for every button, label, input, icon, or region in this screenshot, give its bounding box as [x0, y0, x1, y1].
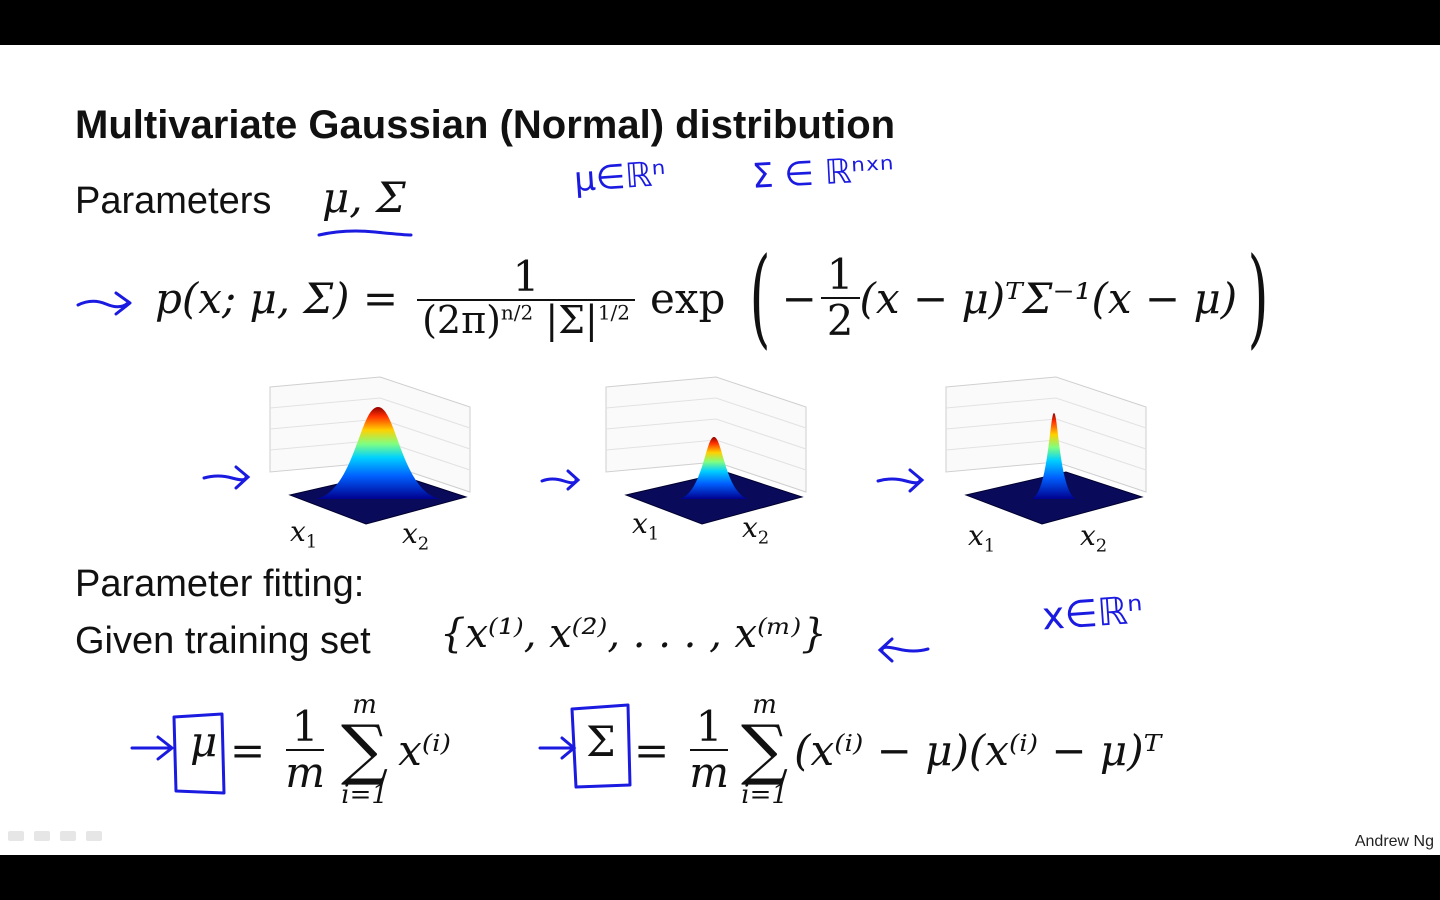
formula-left-paren: ( [749, 235, 772, 360]
mu-space-annotation: μ∈ℝⁿ [572, 153, 668, 201]
training-set-arrow-icon [877, 637, 930, 663]
sigma-estimator: = 1 m m ∑ i=1 (x⁽ⁱ⁾ − μ)(x⁽ⁱ⁾ − μ)ᵀ [634, 690, 1162, 810]
gaussian-plots [269, 376, 1147, 525]
plot3-x1-label: x1 [968, 519, 996, 557]
plot1-x1-label: x1 [290, 515, 318, 553]
slide-title: Multivariate Gaussian (Normal) distribut… [75, 103, 896, 147]
formula-normalizer: 1 (2π)n/2 |Σ|1/2 [416, 254, 636, 343]
next-slide-icon[interactable] [86, 831, 102, 841]
mu-symbol: μ [190, 717, 218, 766]
parameters-label: Parameters [75, 180, 272, 222]
density-formula: p(x; μ, Σ) = 1 (2π)n/2 |Σ|1/2 exp ( − 1 … [155, 233, 1279, 363]
x-space-annotation: x∈ℝⁿ [1040, 587, 1145, 639]
plot2-arrow-icon [540, 469, 581, 491]
prev-slide-icon[interactable] [8, 831, 24, 841]
formula-numerator: 1 [417, 254, 636, 302]
slide: Multivariate Gaussian (Normal) distribut… [0, 45, 1440, 855]
plot2-x1-label: x1 [632, 507, 660, 545]
gaussian-plot-1 [269, 376, 471, 525]
formula-denominator: (2π)n/2 |Σ|1/2 [422, 298, 630, 343]
parameters-underline-ink [317, 229, 413, 237]
formula-minus: − [781, 273, 817, 323]
plot1-arrow-icon [202, 465, 251, 490]
sigma-symbol: Σ [586, 717, 616, 766]
formula-exp: exp [650, 273, 726, 323]
formula-exponent-body: (x − μ)ᵀΣ⁻¹(x − μ) [859, 273, 1238, 323]
given-training-set-label: Given training set [75, 620, 371, 662]
parameters-math: μ, Σ [322, 173, 406, 222]
slide-controls [8, 831, 102, 841]
menu-icon[interactable] [60, 831, 76, 841]
sigma-space-annotation: Σ ∈ ℝⁿˣⁿ [751, 149, 895, 197]
plot3-arrow-icon [876, 468, 925, 493]
mu-summation: m ∑ i=1 [341, 690, 389, 810]
author-footer: Andrew Ng [1354, 833, 1434, 850]
training-set-math: {x⁽¹⁾, x⁽²⁾, . . . , x⁽ᵐ⁾} [440, 611, 827, 657]
sigma-box-ink [570, 703, 632, 789]
formula-arrow-icon [76, 291, 132, 316]
sigma-summation: m ∑ i=1 [741, 690, 789, 810]
mu-box-ink [172, 712, 226, 795]
mu-estimator-arrow-icon [130, 735, 175, 761]
plot1-x2-label: x2 [402, 517, 430, 555]
formula-half: 1 2 [820, 252, 860, 343]
formula-lhs: p(x; μ, Σ) = [155, 273, 399, 323]
plot2-x2-label: x2 [742, 511, 770, 549]
formula-right-paren: ) [1247, 235, 1269, 360]
plot3-x2-label: x2 [1080, 519, 1108, 557]
parameter-fitting-label: Parameter fitting: [75, 563, 365, 605]
pen-tool-icon[interactable] [34, 831, 50, 841]
mu-estimator: = 1 m m ∑ i=1 x⁽ⁱ⁾ [230, 690, 451, 810]
gaussian-plot-2 [605, 376, 807, 525]
gaussian-plot-3 [945, 376, 1147, 525]
